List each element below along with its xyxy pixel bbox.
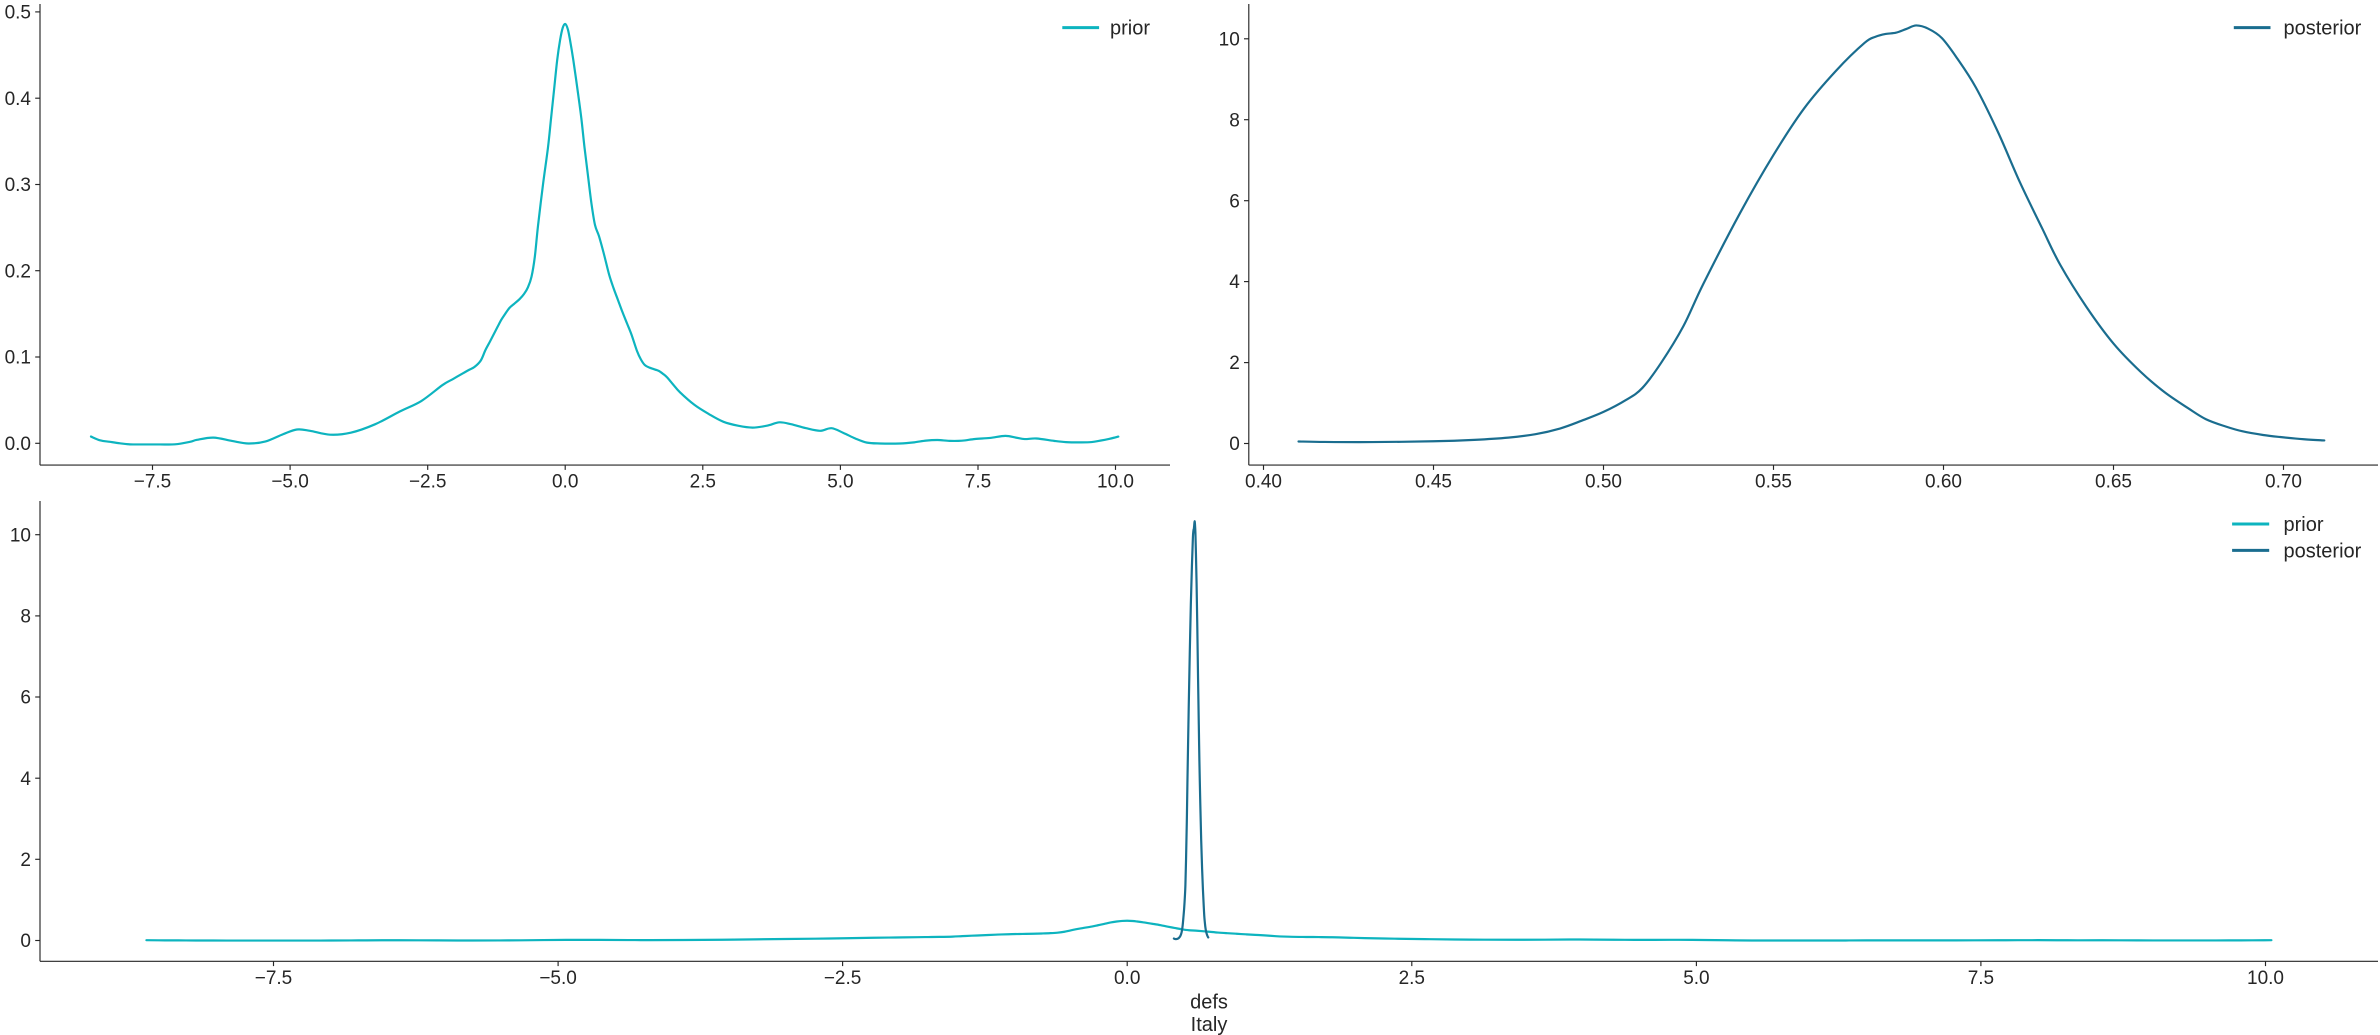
svg-text:0.1: 0.1 [5,348,31,369]
svg-text:5.0: 5.0 [827,472,853,493]
svg-text:0.40: 0.40 [1245,472,1282,493]
svg-text:−7.5: −7.5 [134,472,172,493]
svg-text:prior: prior [2284,514,2324,536]
svg-text:0.0: 0.0 [552,472,578,493]
svg-text:Italy: Italy [1191,1014,1228,1035]
svg-text:0.70: 0.70 [2265,472,2302,493]
svg-text:5.0: 5.0 [1683,968,1709,989]
svg-text:2.5: 2.5 [690,472,716,493]
svg-text:7.5: 7.5 [965,472,991,493]
svg-text:6: 6 [1229,191,1240,212]
svg-text:2: 2 [20,850,31,871]
svg-text:posterior: posterior [2284,540,2362,562]
svg-text:2: 2 [1229,353,1240,374]
svg-text:0: 0 [20,931,31,952]
svg-text:10.0: 10.0 [2247,968,2284,989]
svg-text:posterior: posterior [2284,18,2362,40]
svg-text:prior: prior [1110,18,1150,40]
svg-text:10: 10 [1219,29,1240,50]
svg-text:−7.5: −7.5 [255,968,293,989]
svg-text:7.5: 7.5 [1968,968,1994,989]
svg-text:6: 6 [20,688,31,709]
svg-text:2.5: 2.5 [1399,968,1425,989]
svg-text:−2.5: −2.5 [824,968,862,989]
svg-text:−5.0: −5.0 [539,968,577,989]
svg-text:0.2: 0.2 [5,261,31,282]
svg-text:defs: defs [1190,992,1228,1014]
svg-text:8: 8 [1229,110,1240,131]
svg-text:−2.5: −2.5 [409,472,447,493]
svg-text:4: 4 [1229,272,1240,293]
svg-text:0.4: 0.4 [5,89,32,110]
svg-text:0.55: 0.55 [1755,472,1792,493]
svg-text:10: 10 [10,525,31,546]
svg-text:0.0: 0.0 [1114,968,1140,989]
svg-text:0.3: 0.3 [5,175,31,196]
svg-text:0.50: 0.50 [1585,472,1622,493]
svg-text:0.0: 0.0 [5,434,31,455]
svg-text:8: 8 [20,607,31,628]
svg-text:0.60: 0.60 [1925,472,1962,493]
svg-text:0.65: 0.65 [2095,472,2132,493]
svg-text:0.45: 0.45 [1415,472,1452,493]
svg-text:0.5: 0.5 [5,3,31,24]
svg-text:0: 0 [1229,434,1240,455]
svg-text:4: 4 [20,769,31,790]
svg-text:−5.0: −5.0 [271,472,309,493]
svg-text:10.0: 10.0 [1097,472,1134,493]
